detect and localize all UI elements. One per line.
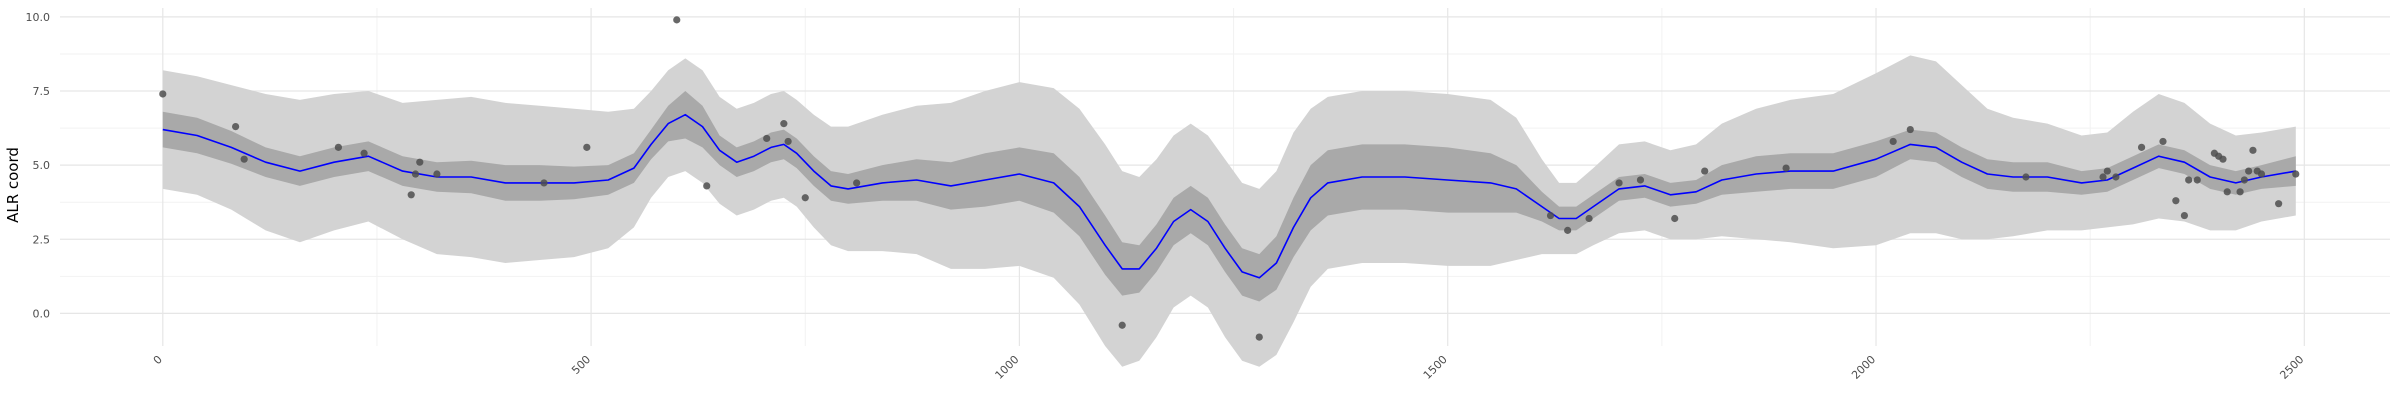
y-axis-ticks: 0.0 2.5 5.0 7.5 10.0 xyxy=(26,11,51,320)
data-point xyxy=(2249,146,2257,154)
data-point xyxy=(2219,155,2227,163)
data-point xyxy=(780,120,788,128)
x-tick-label: 0 xyxy=(151,353,165,367)
data-point xyxy=(2103,167,2111,175)
x-tick-label: 1000 xyxy=(993,353,1022,382)
data-point xyxy=(2099,173,2107,181)
x-axis-ticks: 0 500 1000 1500 2000 2500 xyxy=(151,353,2307,382)
data-point xyxy=(1585,214,1593,223)
data-point xyxy=(2292,170,2300,178)
data-point xyxy=(159,90,167,98)
data-point xyxy=(1615,179,1623,187)
mean-lines xyxy=(162,113,2296,279)
data-point xyxy=(411,170,420,178)
data-point xyxy=(2245,167,2253,175)
data-point xyxy=(2185,176,2193,184)
data-point xyxy=(2223,188,2231,196)
x-tick-label: 2500 xyxy=(2277,353,2306,382)
data-point xyxy=(1564,226,1572,234)
data-point xyxy=(673,16,681,24)
y-axis-title: ALR coord xyxy=(4,147,22,223)
data-point xyxy=(2022,173,2030,181)
y-tick-label: 7.5 xyxy=(33,85,51,98)
y-tick-label: 0.0 xyxy=(33,307,51,320)
data-point xyxy=(2193,176,2201,184)
data-point xyxy=(2275,200,2283,208)
data-point xyxy=(540,179,548,187)
data-point xyxy=(2180,211,2189,220)
data-point xyxy=(360,149,368,157)
data-point xyxy=(784,137,792,146)
data-point xyxy=(2137,143,2146,151)
y-tick-label: 10.0 xyxy=(26,11,51,24)
inner-band xyxy=(162,91,2296,302)
data-point xyxy=(240,155,248,163)
y-tick-label: 5.0 xyxy=(33,159,51,172)
data-point xyxy=(232,122,240,131)
data-point xyxy=(1782,164,1790,172)
data-point xyxy=(2112,173,2120,181)
data-point xyxy=(1906,125,1914,134)
outer-band xyxy=(162,55,2296,367)
data-point xyxy=(433,170,441,178)
data-point xyxy=(1546,211,1555,220)
data-point xyxy=(407,191,415,199)
data-point xyxy=(1118,321,1126,329)
uncertainty-bands xyxy=(162,55,2296,367)
data-point xyxy=(763,134,771,143)
data-point xyxy=(1636,176,1645,184)
mean-line xyxy=(162,113,2296,279)
data-point xyxy=(1255,333,1263,341)
data-point xyxy=(1671,214,1679,223)
data-point xyxy=(1701,167,1709,175)
data-point xyxy=(801,194,809,202)
data-point xyxy=(1889,137,1897,146)
data-point xyxy=(2172,197,2180,205)
data-point xyxy=(2240,176,2248,184)
x-tick-label: 2000 xyxy=(1849,353,1878,382)
x-tick-label: 1500 xyxy=(1421,353,1450,382)
x-tick-label: 500 xyxy=(569,353,593,377)
data-point xyxy=(2236,188,2244,196)
observed-points xyxy=(159,16,2300,341)
data-point xyxy=(416,158,424,166)
data-point xyxy=(703,182,711,190)
data-point xyxy=(2257,170,2266,178)
data-point xyxy=(2159,137,2167,146)
data-point xyxy=(334,143,343,151)
data-point xyxy=(583,143,591,151)
data-point xyxy=(853,179,861,187)
y-tick-label: 2.5 xyxy=(33,233,51,246)
